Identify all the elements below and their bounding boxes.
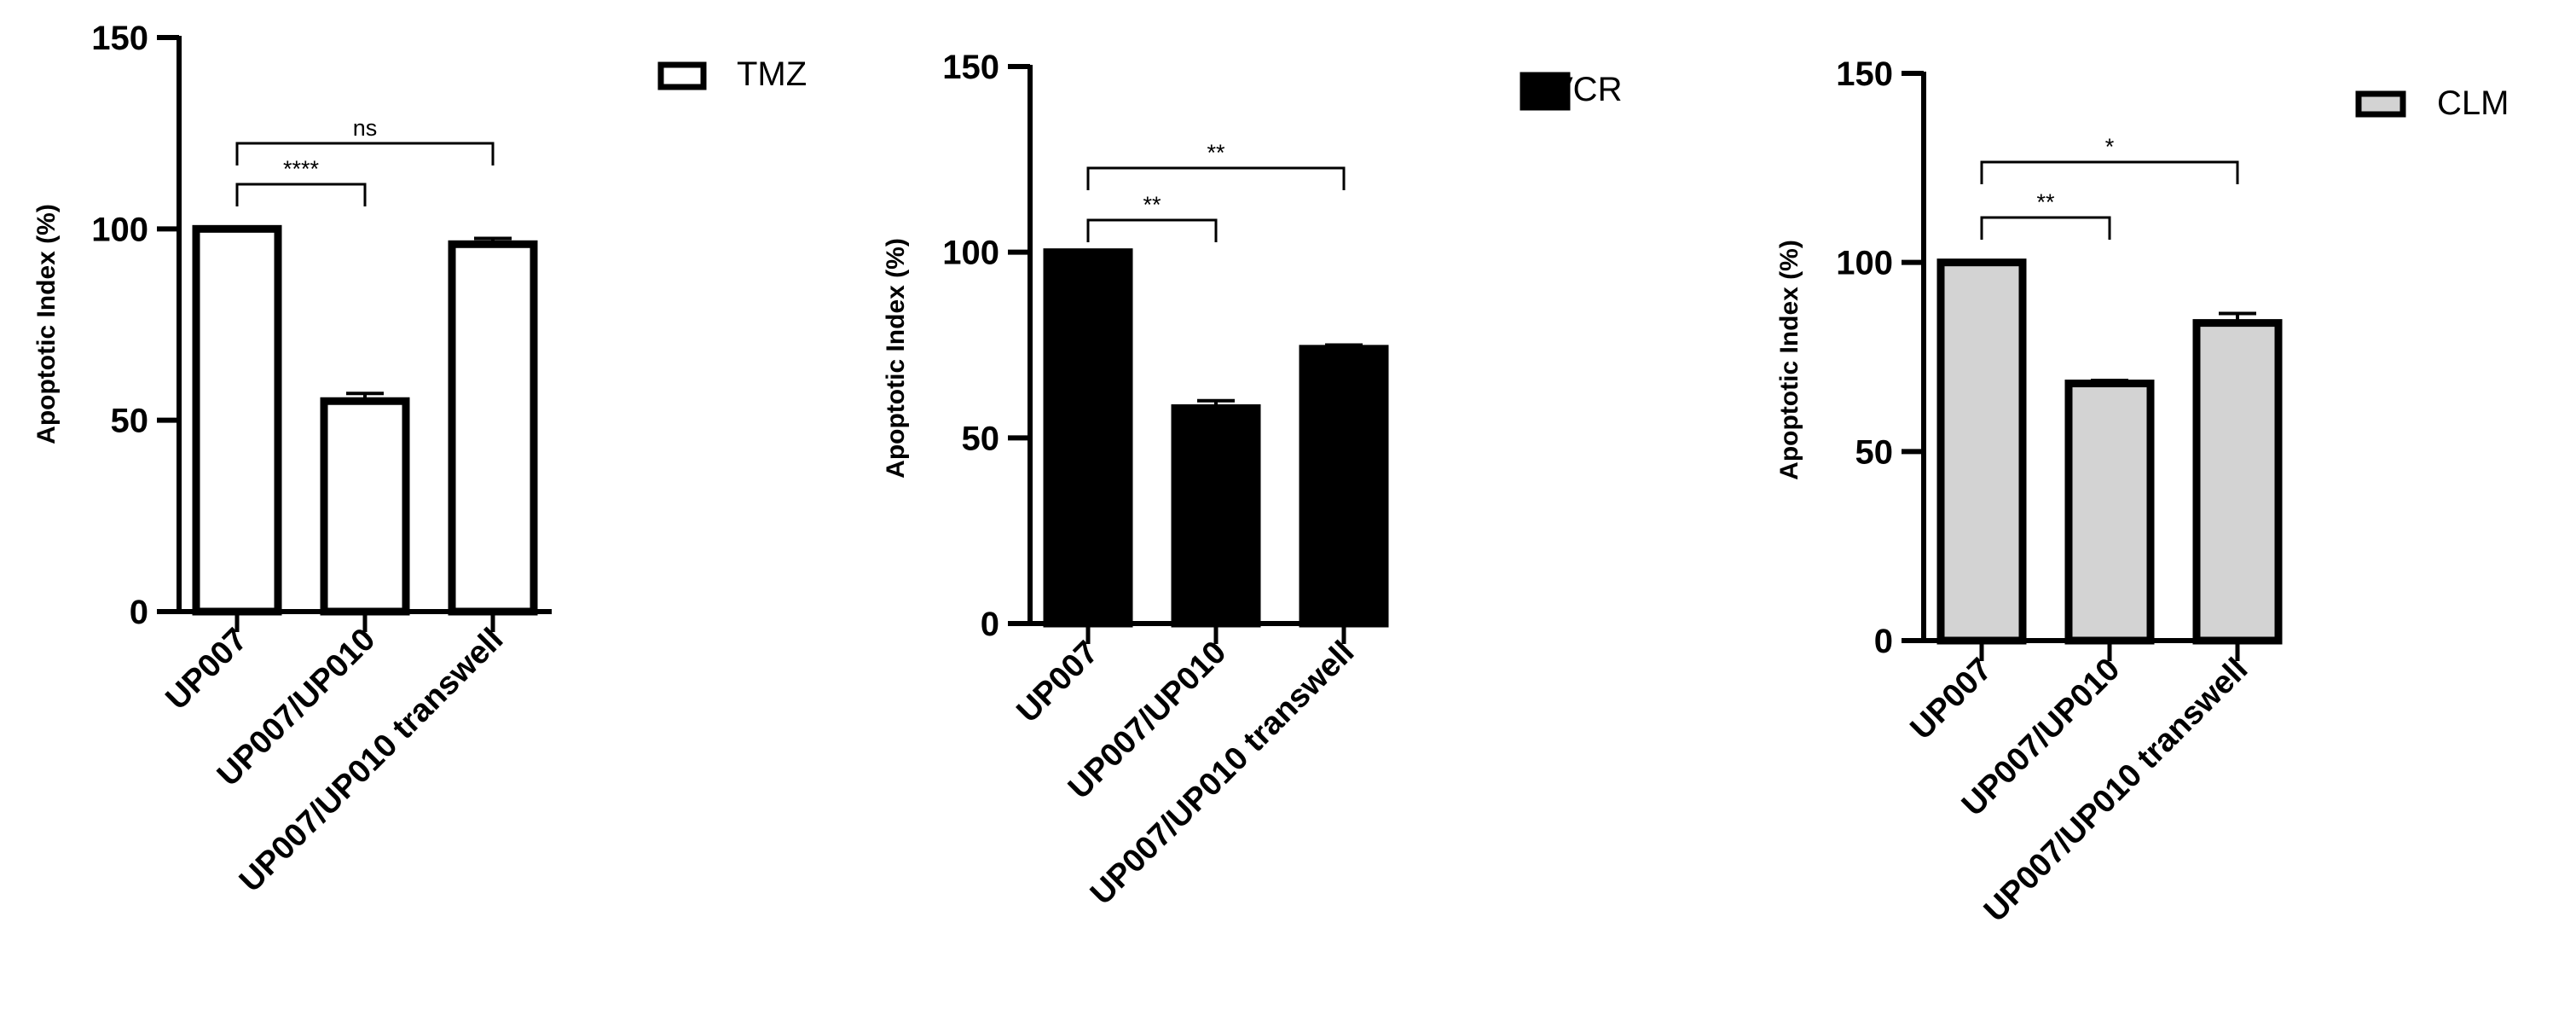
y-tick-label-2: 100 [1836,245,1893,282]
significance-bracket-1 [235,142,495,165]
significance-label-1: * [2105,134,2115,160]
significance-label-1: ** [1207,140,1225,165]
significance-bracket-0 [1086,218,1218,242]
bar-0 [1936,258,2027,645]
y-axis-label: Apoptotic Index (%) [1775,240,1803,480]
legend-swatch [657,61,707,90]
bar-1 [1171,404,1261,628]
bar-0 [1043,248,1133,628]
significance-label-1: ns [353,115,378,141]
legend-label: VCR [1550,71,1622,108]
legend-swatch [2355,90,2406,118]
significance-bracket-0 [235,183,367,206]
significance-label-0: ** [1143,192,1161,218]
significance-bracket-1 [1086,166,1346,190]
y-tick-label-0: 0 [130,594,148,631]
significance-bracket-1 [1980,160,2239,184]
y-tick-label-1: 50 [962,420,1000,457]
y-tick-label-3: 150 [942,49,999,86]
y-tick-label-1: 50 [111,403,149,440]
significance-bracket-0 [1980,216,2111,240]
y-axis-label: Apoptotic Index (%) [882,238,910,479]
significance-label-0: ** [2036,189,2055,215]
y-tick-label-2: 100 [942,235,999,272]
category-label-0: UP007 [1010,635,1105,730]
bar-1 [2064,380,2155,645]
bar-0 [192,224,282,616]
category-label-0: UP007 [159,622,254,717]
category-label-2: UP007/UP010 transwell [1084,635,1361,912]
y-axis-label: Apoptotic Index (%) [32,204,61,444]
bar-1 [320,397,410,616]
y-tick-label-0: 0 [1874,623,1893,660]
y-tick-label-1: 50 [1855,433,1894,471]
category-label-2: UP007/UP010 transwell [233,622,510,899]
legend-swatch [1520,72,1571,111]
significance-label-0: **** [283,156,320,182]
category-label-2: UP007/UP010 transwell [1977,652,2255,929]
y-tick-label-2: 100 [91,211,148,248]
bar-2 [2192,319,2283,645]
category-label-0: UP007 [1903,652,1999,747]
y-tick-label-3: 150 [1836,55,1893,93]
legend-label: CLM [2437,84,2509,122]
y-tick-label-3: 150 [91,20,148,57]
legend-label: TMZ [737,55,807,93]
bar-2 [448,240,538,616]
y-tick-label-0: 0 [981,606,999,643]
bar-2 [1299,345,1389,628]
